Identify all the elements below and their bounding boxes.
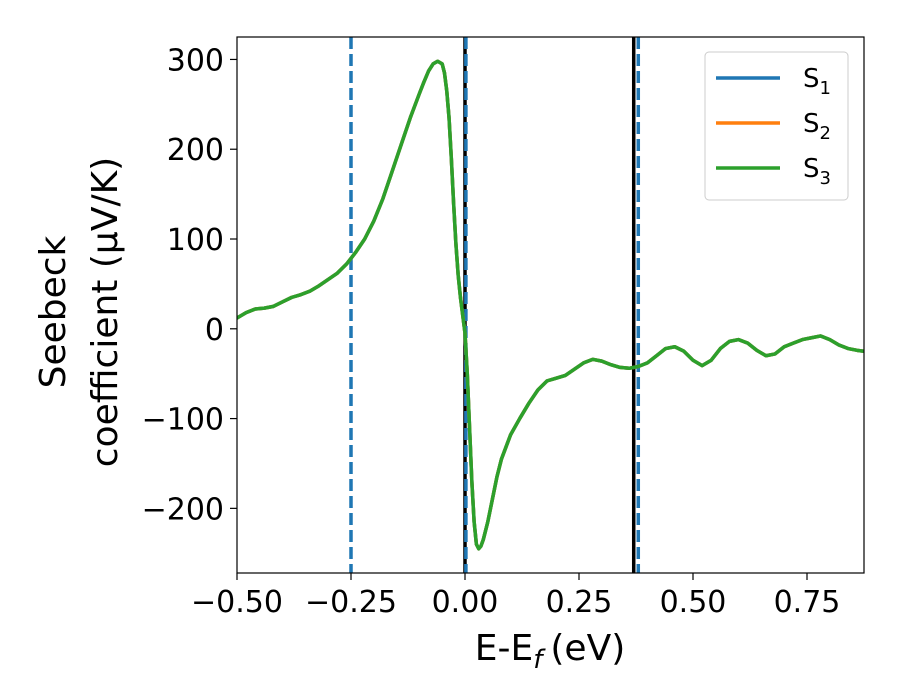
y-tick-label: 300 xyxy=(167,43,224,78)
x-axis-ticks: −0.50 −0.25 0.00 0.25 0.50 0.75 xyxy=(191,573,840,620)
series-lines xyxy=(237,59,864,551)
y-tick-label: −200 xyxy=(142,492,224,527)
x-tick-label: 0.75 xyxy=(774,585,841,620)
plot-frame xyxy=(236,36,865,574)
legend: S1 S2 S3 xyxy=(704,51,849,201)
x-tick-label: −0.25 xyxy=(305,585,397,620)
x-axis-label-sub: f xyxy=(533,645,546,675)
x-axis-label-unit: (eV) xyxy=(550,628,625,669)
series-line-3 xyxy=(237,59,864,551)
y-axis-label-line2: coefficient (μV/K) xyxy=(85,157,126,467)
x-axis-label: E-Ef (eV) xyxy=(475,628,626,675)
legend-label-1: S1 xyxy=(803,64,831,99)
y-tick-label: 100 xyxy=(167,223,224,258)
x-tick-label: 0.00 xyxy=(432,585,499,620)
y-tick-label: 200 xyxy=(167,133,224,168)
legend-box xyxy=(704,51,849,201)
y-tick-label: −100 xyxy=(142,403,224,438)
legend-label-3: S3 xyxy=(803,154,831,189)
x-tick-label: 0.25 xyxy=(546,585,613,620)
legend-label-2: S2 xyxy=(803,109,831,144)
y-tick-label: 0 xyxy=(205,313,224,348)
x-tick-label: 0.50 xyxy=(660,585,727,620)
y-axis-label-line1: Seebeck xyxy=(33,235,74,388)
y-axis-ticks: −200 −100 0 100 200 300 xyxy=(142,43,237,527)
vertical-reference-lines xyxy=(349,37,641,573)
x-tick-label: −0.50 xyxy=(191,585,283,620)
y-axis-label: Seebeck coefficient (μV/K) xyxy=(33,157,126,467)
